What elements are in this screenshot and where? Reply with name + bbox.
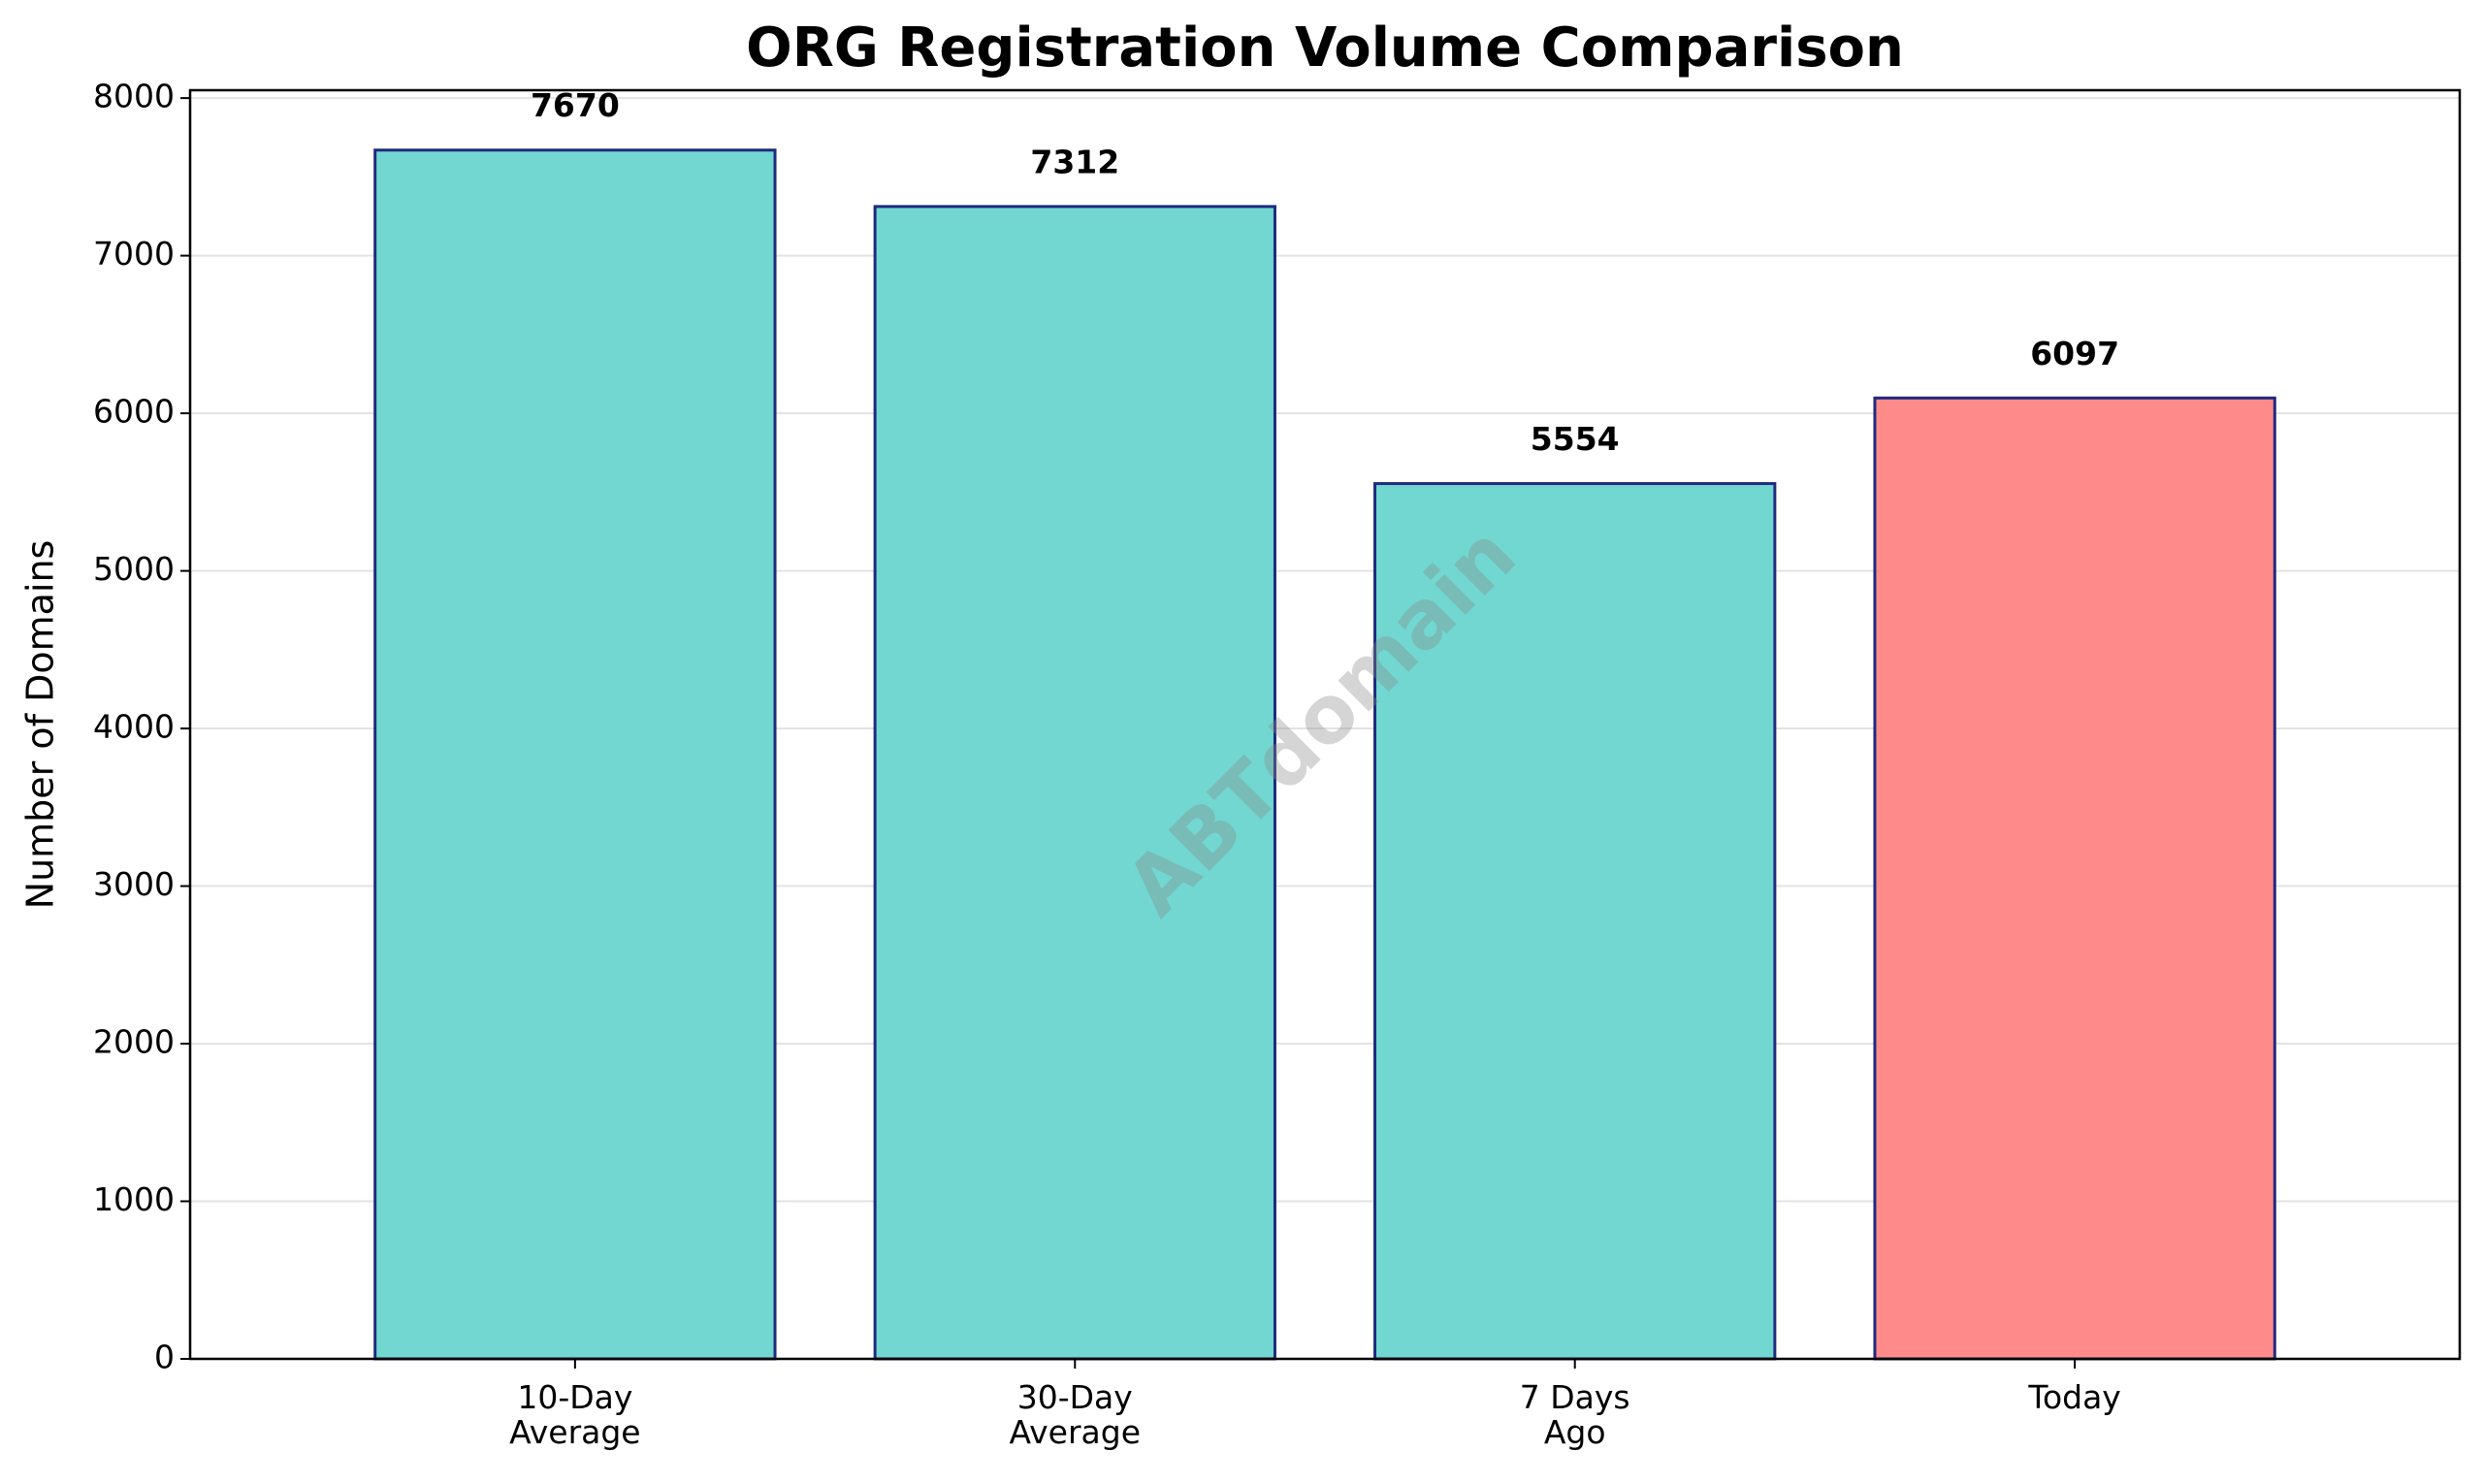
bar xyxy=(873,205,1276,1361)
value-label: 6097 xyxy=(2030,335,2119,372)
y-tick-label: 8000 xyxy=(93,78,175,115)
y-tick-label: 3000 xyxy=(93,865,175,903)
bar xyxy=(373,148,777,1361)
y-tick-label: 4000 xyxy=(93,708,175,746)
y-tick-label: 6000 xyxy=(93,393,175,431)
x-tick-label: Today xyxy=(2028,1378,2121,1416)
bar xyxy=(1373,482,1777,1361)
value-label: 5554 xyxy=(1531,420,1620,458)
chart-title: ORG Registration Volume Comparison xyxy=(746,16,1904,80)
y-tick-label: 2000 xyxy=(93,1023,175,1061)
x-tick-label: 30-Day Average xyxy=(1009,1378,1142,1452)
y-tick-label: 7000 xyxy=(93,235,175,273)
y-tick-label: 5000 xyxy=(93,550,175,588)
y-tick-label: 0 xyxy=(154,1339,175,1376)
plot-frame xyxy=(188,88,2462,1361)
bar xyxy=(1873,396,2276,1361)
x-tick-label: 10-Day Average xyxy=(509,1378,641,1452)
y-tick-label: 1000 xyxy=(93,1180,175,1218)
value-label: 7312 xyxy=(1030,143,1119,180)
x-tick-label: 7 Days Ago xyxy=(1519,1378,1630,1452)
value-label: 7670 xyxy=(531,86,620,124)
y-axis-label: Number of Domains xyxy=(19,540,62,910)
